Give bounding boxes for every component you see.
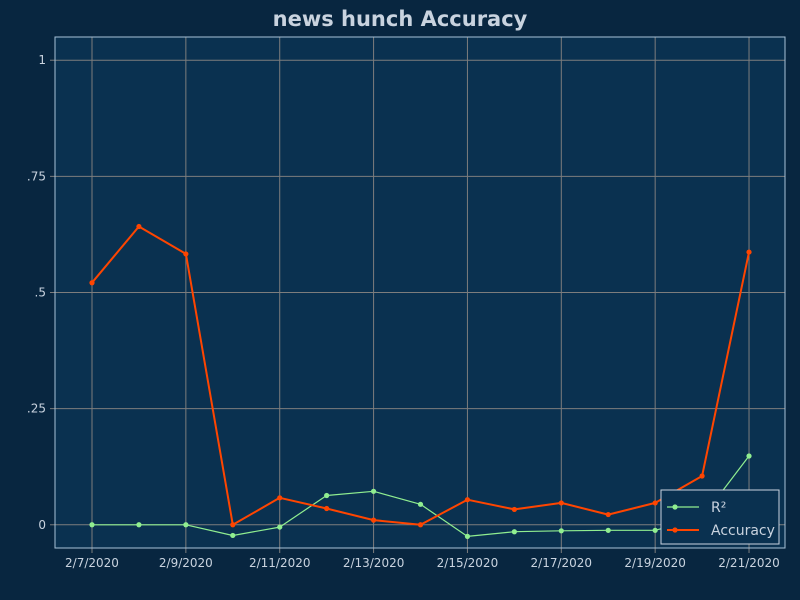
data-point-accuracy bbox=[230, 522, 235, 527]
legend-marker-accuracy bbox=[672, 527, 677, 532]
data-point-accuracy bbox=[653, 500, 658, 505]
data-point-accuracy bbox=[371, 518, 376, 523]
data-point-r2 bbox=[89, 522, 94, 527]
data-point-r2 bbox=[183, 522, 188, 527]
data-point-accuracy bbox=[277, 495, 282, 500]
data-point-accuracy bbox=[746, 249, 751, 254]
legend[interactable]: R² Accuracy bbox=[661, 490, 779, 544]
legend-marker-r2 bbox=[672, 504, 677, 509]
y-tick-label: .5 bbox=[35, 286, 46, 300]
data-point-accuracy bbox=[89, 280, 94, 285]
chart-title: news hunch Accuracy bbox=[273, 7, 528, 31]
y-tick-label: .75 bbox=[27, 169, 46, 183]
x-tick-label: 2/13/2020 bbox=[343, 556, 405, 570]
legend-label-r2: R² bbox=[711, 500, 726, 516]
x-tick-label: 2/7/2020 bbox=[65, 556, 119, 570]
data-point-accuracy bbox=[699, 473, 704, 478]
x-tick-label: 2/15/2020 bbox=[437, 556, 499, 570]
data-point-accuracy bbox=[324, 506, 329, 511]
y-tick-label: .25 bbox=[27, 402, 46, 416]
x-tick-label: 2/21/2020 bbox=[718, 556, 780, 570]
data-point-accuracy bbox=[512, 507, 517, 512]
data-point-accuracy bbox=[465, 497, 470, 502]
data-point-r2 bbox=[559, 528, 564, 533]
data-point-r2 bbox=[277, 524, 282, 529]
legend-label-accuracy: Accuracy bbox=[711, 523, 775, 539]
data-point-r2 bbox=[653, 528, 658, 533]
data-point-r2 bbox=[136, 522, 141, 527]
y-tick-label: 0 bbox=[38, 518, 46, 532]
y-tick-label: 1 bbox=[38, 53, 46, 67]
x-tick-label: 2/11/2020 bbox=[249, 556, 311, 570]
data-point-accuracy bbox=[559, 500, 564, 505]
data-point-accuracy bbox=[418, 522, 423, 527]
data-point-r2 bbox=[465, 534, 470, 539]
data-point-accuracy bbox=[136, 224, 141, 229]
x-tick-label: 2/9/2020 bbox=[159, 556, 213, 570]
data-point-r2 bbox=[606, 528, 611, 533]
data-point-accuracy bbox=[606, 512, 611, 517]
data-point-r2 bbox=[371, 489, 376, 494]
data-point-r2 bbox=[512, 529, 517, 534]
data-point-r2 bbox=[230, 533, 235, 538]
data-point-r2 bbox=[324, 493, 329, 498]
x-tick-label: 2/17/2020 bbox=[531, 556, 593, 570]
x-tick-label: 2/19/2020 bbox=[624, 556, 686, 570]
data-point-r2 bbox=[418, 502, 423, 507]
data-point-accuracy bbox=[183, 251, 188, 256]
data-point-r2 bbox=[746, 453, 751, 458]
